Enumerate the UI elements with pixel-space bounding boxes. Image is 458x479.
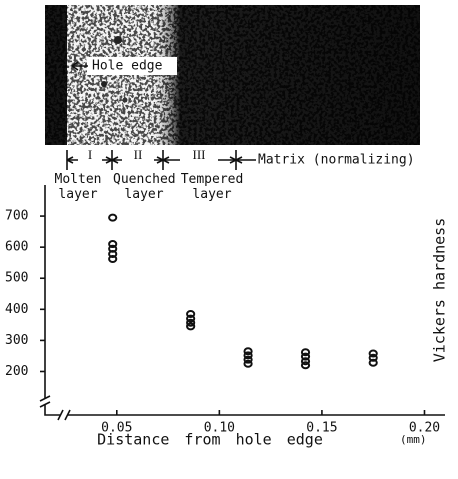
y-tick-label: 200 xyxy=(5,364,28,379)
zone-label: Tempered layer xyxy=(180,172,244,202)
zone-labels: Molten layer Quenched layer Tempered lay… xyxy=(54,172,244,202)
x-tick-label: 0.20 xyxy=(409,421,440,436)
data-point xyxy=(243,355,253,364)
zone-numeral: III xyxy=(193,147,206,162)
data-point xyxy=(368,358,378,367)
x-tick-label: 0.10 xyxy=(204,421,235,436)
data-point xyxy=(300,361,311,370)
data-point xyxy=(186,309,196,318)
micrograph: Hole edge xyxy=(45,5,420,145)
data-point xyxy=(108,240,118,249)
x-unit: (mm) xyxy=(400,433,427,446)
zone-label: Quenched layer xyxy=(113,172,176,202)
y-tick-label: 400 xyxy=(5,302,28,317)
data-point xyxy=(108,254,118,263)
y-tick-label: 600 xyxy=(5,240,28,255)
matrix-label: Matrix (normalizing) xyxy=(258,153,415,168)
data-point xyxy=(108,213,118,222)
axes xyxy=(44,185,445,416)
y-tick-label: 300 xyxy=(5,333,28,348)
y-tick-label: 700 xyxy=(5,209,28,224)
x-tick-label: 0.05 xyxy=(101,421,132,436)
y-axis-label: Vickers hardness xyxy=(431,218,449,363)
y-tick-label: 500 xyxy=(5,271,28,286)
data-point xyxy=(243,347,253,356)
axis-break xyxy=(39,395,71,421)
data-point xyxy=(368,353,378,362)
data-point xyxy=(186,314,196,323)
data-point xyxy=(243,359,253,368)
zone-label: Molten layer xyxy=(54,172,102,202)
data-point xyxy=(300,357,311,366)
data-point xyxy=(108,250,118,258)
zone-numeral: I xyxy=(88,147,92,162)
data-point xyxy=(300,348,311,357)
annotation: Hole edge xyxy=(92,59,163,74)
data-point xyxy=(368,349,378,358)
data-point xyxy=(243,351,253,360)
x-tick-label: 0.15 xyxy=(306,421,337,436)
data-point xyxy=(186,318,196,327)
data-point xyxy=(186,322,196,331)
data-point xyxy=(300,352,311,361)
zone-numeral: II xyxy=(134,147,143,162)
x-axis-label: Distance from hole edge xyxy=(97,431,323,449)
